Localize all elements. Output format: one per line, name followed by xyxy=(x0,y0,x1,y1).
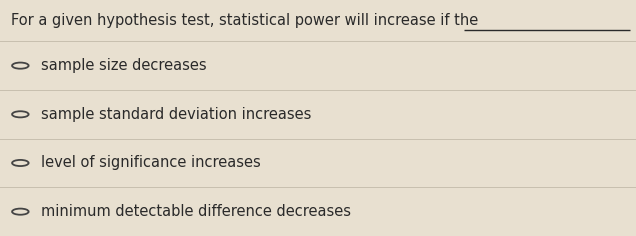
Text: minimum detectable difference decreases: minimum detectable difference decreases xyxy=(41,204,351,219)
Text: sample standard deviation increases: sample standard deviation increases xyxy=(41,107,312,122)
Text: level of significance increases: level of significance increases xyxy=(41,156,261,170)
Text: For a given hypothesis test, statistical power will increase if the: For a given hypothesis test, statistical… xyxy=(11,13,479,28)
Text: sample size decreases: sample size decreases xyxy=(41,58,207,73)
